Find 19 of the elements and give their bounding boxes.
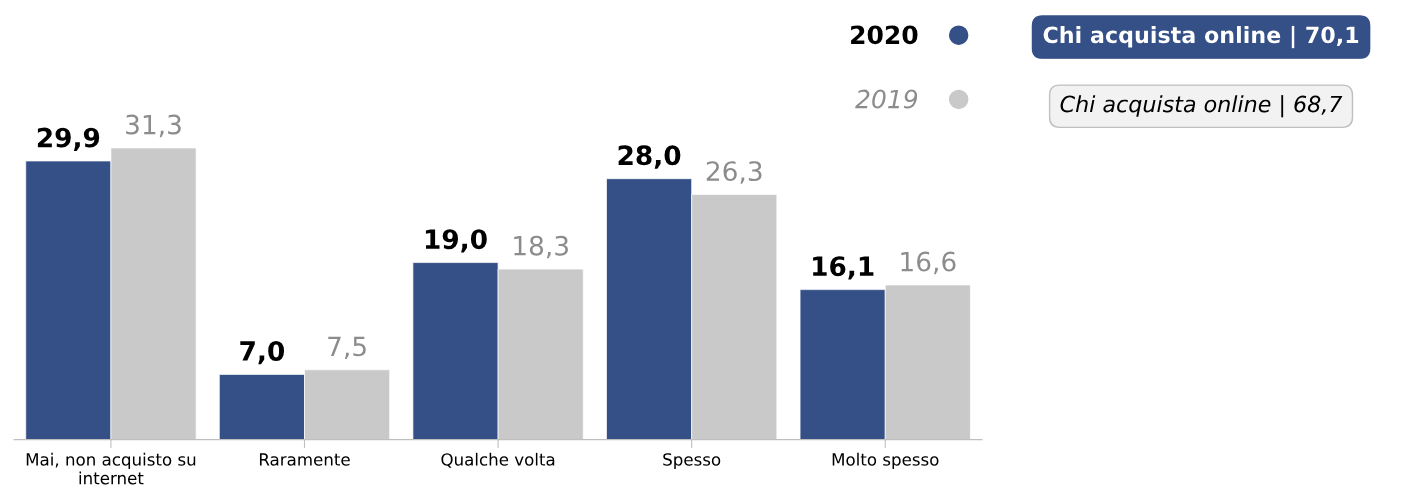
data-label: 16,1 (813, 256, 874, 280)
data-label: 16,6 (901, 251, 956, 275)
text: Chi acquista online | 70,1 (1043, 25, 1359, 49)
x-tick-label: Spesso (663, 453, 721, 469)
data-label: 7,5 (328, 336, 366, 360)
data-label: 31,3 (126, 114, 181, 138)
data-label: 26,3 (706, 161, 762, 184)
data-label: 7,0 (240, 341, 285, 365)
x-tick-label: Molto spesso (832, 452, 939, 469)
data-label: 28,0 (618, 145, 681, 169)
x-tick-label: Raramente (259, 453, 350, 466)
legend-label: 2020 (851, 25, 918, 45)
text: Chi acquista online | 68,7 (1060, 95, 1343, 118)
data-label: 18,3 (514, 235, 568, 259)
data-label: 29,9 (37, 127, 100, 151)
legend-label: 2019 (855, 89, 918, 109)
x-tick-label: Mai, non acquisto su internet (26, 452, 196, 485)
x-tick-label: Qualche volta (441, 452, 555, 468)
data-label: 19,0 (425, 229, 487, 253)
